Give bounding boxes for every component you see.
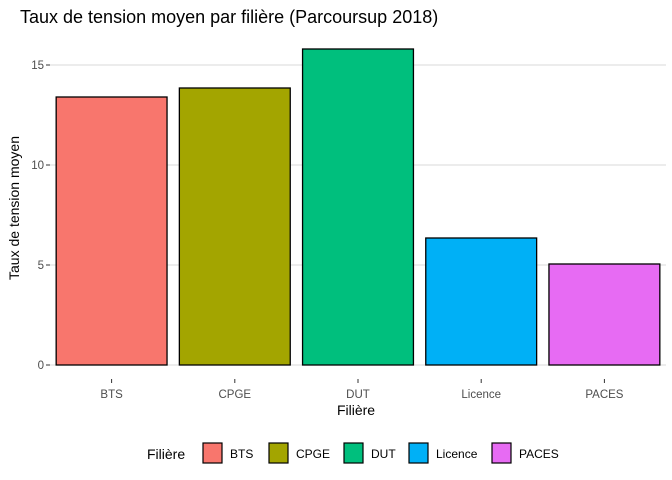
bar-paces xyxy=(548,263,661,366)
y-tick-label: 10 xyxy=(31,160,44,172)
y-axis: 0 5 10 15 xyxy=(31,60,50,372)
x-axis-title: Filière xyxy=(337,402,375,418)
x-axis: BTS CPGE DUT Licence PACES xyxy=(100,379,624,401)
y-tick-label: 0 xyxy=(38,360,44,372)
x-tick-label: DUT xyxy=(346,389,370,401)
x-tick-label: PACES xyxy=(585,389,623,401)
legend-key-dut xyxy=(343,442,364,464)
x-tick-label: CPGE xyxy=(219,389,252,401)
bar-dut xyxy=(301,48,415,366)
bar-bts xyxy=(55,96,168,366)
y-tick-label: 5 xyxy=(38,260,44,272)
legend-key-licence xyxy=(408,442,429,464)
bars xyxy=(55,48,661,366)
legend-key-bts xyxy=(202,442,223,464)
legend-label: PACES xyxy=(519,447,559,461)
legend-label: DUT xyxy=(371,447,396,461)
chart-title: Taux de tension moyen par filière (Parco… xyxy=(20,7,438,27)
legend-key-cpge xyxy=(268,442,289,464)
y-tick-label: 15 xyxy=(31,60,44,72)
legend-key-paces xyxy=(491,442,512,464)
bar-licence xyxy=(425,237,538,366)
x-tick-label: Licence xyxy=(461,389,501,401)
legend-label: CPGE xyxy=(296,447,330,461)
x-tick-label: BTS xyxy=(100,389,123,401)
legend-label: Licence xyxy=(436,447,478,461)
legend: Filière BTS CPGE DUT Licence PACES xyxy=(147,442,559,464)
bar-cpge xyxy=(178,87,291,366)
legend-label: BTS xyxy=(230,447,253,461)
legend-title: Filière xyxy=(147,446,185,462)
y-axis-title: Taux de tension moyen xyxy=(6,136,22,280)
